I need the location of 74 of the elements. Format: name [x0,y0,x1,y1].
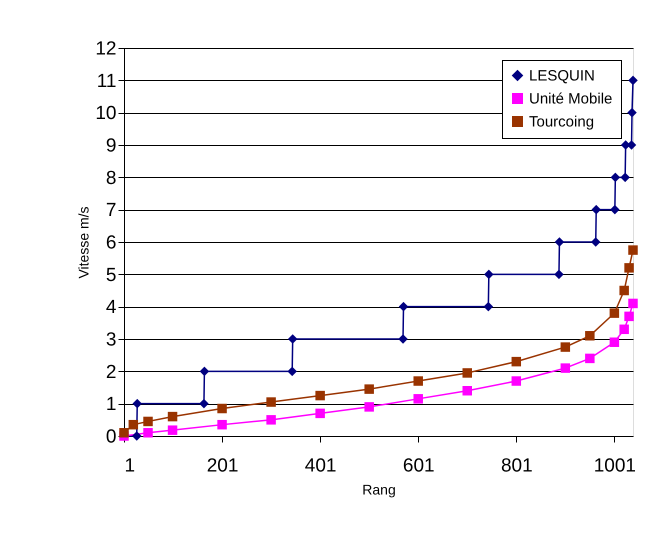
point [217,404,227,414]
point [610,337,620,347]
point [619,324,629,334]
point [364,402,374,412]
point [624,312,634,322]
y-tick-label: 9 [106,136,116,156]
point [627,108,637,118]
point [610,308,620,318]
y-tick-label: 2 [106,362,116,383]
y-tick-label: 4 [106,297,117,318]
point [217,420,227,430]
point [554,237,564,247]
y-tick-label: 7 [106,200,116,222]
x-tick-label: 601 [402,456,435,476]
point [143,416,153,426]
point [610,172,620,182]
point [462,386,472,396]
x-tick-label: 1 [124,456,136,476]
point [560,342,570,352]
point [554,270,564,280]
point [560,363,570,373]
point [413,376,423,386]
legend-label: LESQUIN [529,68,595,84]
point [585,331,595,341]
point [484,302,494,312]
x-tick-label: 801 [500,456,533,476]
x-tick-label: 1001 [594,456,636,476]
point [364,384,374,394]
point [413,394,423,404]
point [315,390,325,400]
point [619,286,629,296]
point [590,237,600,247]
point [315,408,325,418]
point [462,368,472,378]
y-tick-label: 12 [95,38,116,60]
point [398,302,408,312]
point [628,245,638,255]
point [287,366,297,376]
point [398,334,408,344]
y-tick-label: 11 [96,70,116,92]
point [132,431,142,441]
point [591,204,601,214]
point [199,398,209,408]
y-tick-label: 10 [95,103,116,124]
point [610,204,620,214]
point [143,428,153,438]
point [484,270,494,280]
x-tick-label: 401 [304,456,336,476]
point [585,354,595,364]
y-tick-label: 6 [106,232,116,254]
y-tick-label: 5 [106,264,116,286]
legend-label: Unité Mobile [529,90,612,108]
y-tick-label: 3 [106,330,116,350]
point [624,263,634,273]
point [266,397,276,407]
y-axis-title: Vitesse m/s [75,206,92,279]
legend-label: Tourcoing [529,114,594,130]
x-axis-title: Rang [362,482,396,498]
point [512,376,522,386]
point [266,415,276,425]
y-tick-label: 1 [106,394,116,416]
y-tick-label: 0 [106,426,116,448]
point [288,334,298,344]
point [628,298,638,308]
x-tick-label: 201 [206,456,238,476]
point [620,172,630,182]
point [628,76,638,86]
y-tick-label: 8 [106,168,116,189]
point [168,425,178,435]
point [512,356,522,366]
point [128,420,138,430]
point [168,412,178,422]
point [132,398,142,408]
point [200,366,210,376]
